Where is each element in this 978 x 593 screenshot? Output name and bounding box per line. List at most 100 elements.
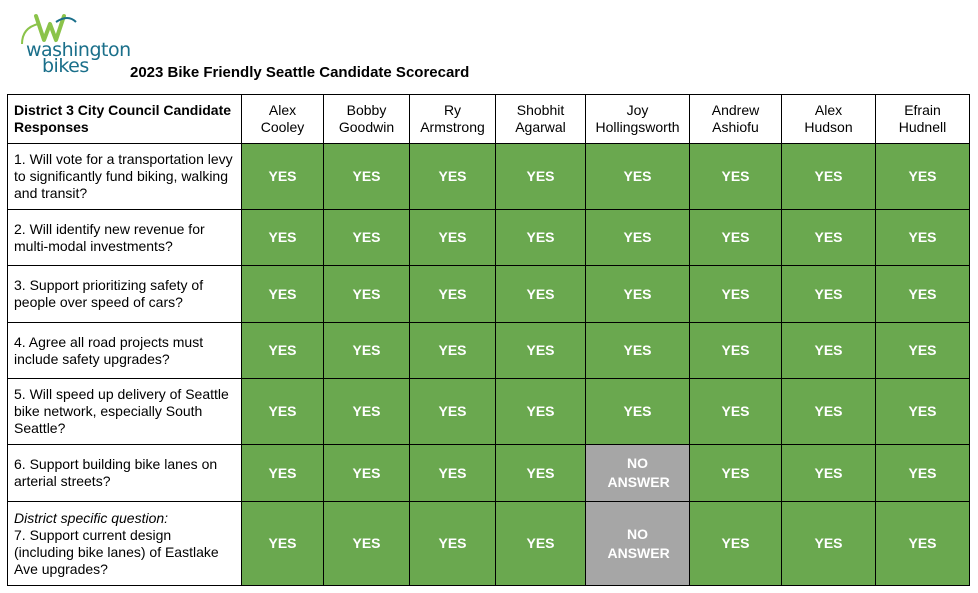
question-text: 7. Support current design (including bik… xyxy=(14,526,219,577)
answer-yes-cell: YES xyxy=(585,322,690,379)
answer-yes-cell: YES xyxy=(241,322,324,379)
answer-yes-cell: YES xyxy=(781,378,876,445)
answer-label: YES xyxy=(438,342,467,358)
answer-label: YES xyxy=(814,464,843,481)
answer-label: YES xyxy=(814,229,843,245)
answer-label: YES xyxy=(814,535,843,551)
answer-label: NO ANSWER xyxy=(607,455,670,490)
answer-yes-cell: YES xyxy=(241,501,324,586)
answer-label: YES xyxy=(352,464,381,481)
answer-label: YES xyxy=(526,342,555,358)
answer-label: NO ANSWER xyxy=(607,525,670,561)
question-row: 2. Will identify new revenue for multi-m… xyxy=(7,209,970,266)
answer-label: YES xyxy=(438,229,467,245)
scorecard-table: District 3 City Council Candidate Respon… xyxy=(7,94,970,586)
page-title: 2023 Bike Friendly Seattle Candidate Sco… xyxy=(130,64,470,81)
candidate-first-name: Ry xyxy=(443,102,462,118)
answer-label: YES xyxy=(721,535,750,551)
question-text: 4. Agree all road projects must include … xyxy=(14,333,204,367)
answer-yes-cell: YES xyxy=(875,322,970,379)
answer-yes-cell: YES xyxy=(781,501,876,586)
answer-label: YES xyxy=(352,403,381,419)
question-text: 2. Will identify new revenue for multi-m… xyxy=(14,220,205,254)
answer-yes-cell: YES xyxy=(409,209,496,266)
answer-label: YES xyxy=(721,342,750,358)
question-row: 3. Support prioritizing safety of people… xyxy=(7,265,970,323)
answer-yes-cell: YES xyxy=(585,378,690,445)
answer-yes-cell: YES xyxy=(241,444,324,502)
question-row: 4. Agree all road projects must include … xyxy=(7,322,970,379)
question-cell: 1. Will vote for a transportation levy t… xyxy=(7,143,242,210)
answer-yes-cell: YES xyxy=(585,209,690,266)
answer-label: YES xyxy=(268,168,297,184)
answer-label: YES xyxy=(623,229,652,245)
answer-label: YES xyxy=(623,403,652,419)
answer-label: YES xyxy=(814,285,843,302)
bike-logo-icon xyxy=(21,14,77,45)
candidate-last-name: Cooley xyxy=(260,119,305,135)
candidate-first-name: Alex xyxy=(268,102,297,118)
answer-yes-cell: YES xyxy=(323,378,410,445)
candidate-first-name: Joy xyxy=(626,102,649,118)
candidate-first-name: Efrain xyxy=(904,102,941,118)
answer-yes-cell: YES xyxy=(875,143,970,210)
question-row: 5. Will speed up delivery of Seattle bik… xyxy=(7,378,970,445)
answer-label: YES xyxy=(438,168,467,184)
answer-label: YES xyxy=(721,403,750,419)
answer-label: YES xyxy=(721,464,750,481)
candidate-last-name: Hudson xyxy=(804,119,853,135)
answer-yes-cell: YES xyxy=(241,265,324,323)
candidate-first-name: Shobhit xyxy=(516,102,565,118)
question-text: 1. Will vote for a transportation levy t… xyxy=(14,151,233,201)
answer-yes-cell: YES xyxy=(689,501,782,586)
logo-text-washington: washington xyxy=(26,39,131,61)
answer-label: YES xyxy=(526,464,555,481)
question-row: 6. Support building bike lanes on arteri… xyxy=(7,444,970,502)
answer-label: YES xyxy=(268,229,297,245)
answer-label: YES xyxy=(268,535,297,551)
answer-label: YES xyxy=(721,285,750,302)
answer-yes-cell: YES xyxy=(241,378,324,445)
question-row: District specific question: 7. Support cu… xyxy=(7,501,970,586)
answer-yes-cell: YES xyxy=(323,143,410,210)
answer-label: YES xyxy=(526,229,555,245)
answer-label: YES xyxy=(908,464,937,481)
answer-label: YES xyxy=(352,285,381,302)
corner-label: District 3 City Council Candidate Respon… xyxy=(7,94,242,144)
answer-yes-cell: YES xyxy=(875,209,970,266)
answer-yes-cell: YES xyxy=(781,209,876,266)
answer-yes-cell: YES xyxy=(495,444,586,502)
answer-yes-cell: YES xyxy=(495,209,586,266)
answer-yes-cell: YES xyxy=(409,322,496,379)
answer-yes-cell: YES xyxy=(781,444,876,502)
answer-yes-cell: YES xyxy=(241,209,324,266)
answer-yes-cell: YES xyxy=(323,265,410,323)
answer-label: YES xyxy=(908,535,937,551)
candidate-last-name: Goodwin xyxy=(338,119,395,135)
candidate-last-name: Ashiofu xyxy=(712,119,759,135)
answer-label: YES xyxy=(814,403,843,419)
answer-yes-cell: YES xyxy=(689,265,782,323)
answer-label: YES xyxy=(721,168,750,184)
answer-no-answer-cell: NO ANSWER xyxy=(585,501,690,586)
answer-label: YES xyxy=(623,285,652,302)
answer-label: YES xyxy=(438,464,467,481)
answer-label: YES xyxy=(526,403,555,419)
answer-label: YES xyxy=(352,535,381,551)
answer-label: YES xyxy=(438,285,467,302)
question-cell: 5. Will speed up delivery of Seattle bik… xyxy=(7,378,242,445)
candidate-last-name: Armstrong xyxy=(420,119,485,135)
answer-label: YES xyxy=(526,535,555,551)
answer-yes-cell: YES xyxy=(585,265,690,323)
candidate-last-name: Agarwal xyxy=(515,119,566,135)
candidate-header: Bobby Goodwin xyxy=(323,94,410,144)
answer-yes-cell: YES xyxy=(409,265,496,323)
answer-yes-cell: YES xyxy=(241,143,324,210)
answer-yes-cell: YES xyxy=(875,265,970,323)
answer-label: YES xyxy=(268,285,297,302)
answer-yes-cell: YES xyxy=(875,444,970,502)
answer-yes-cell: YES xyxy=(875,501,970,586)
answer-yes-cell: YES xyxy=(689,143,782,210)
candidate-header: Ry Armstrong xyxy=(409,94,496,144)
answer-label: YES xyxy=(908,285,937,302)
